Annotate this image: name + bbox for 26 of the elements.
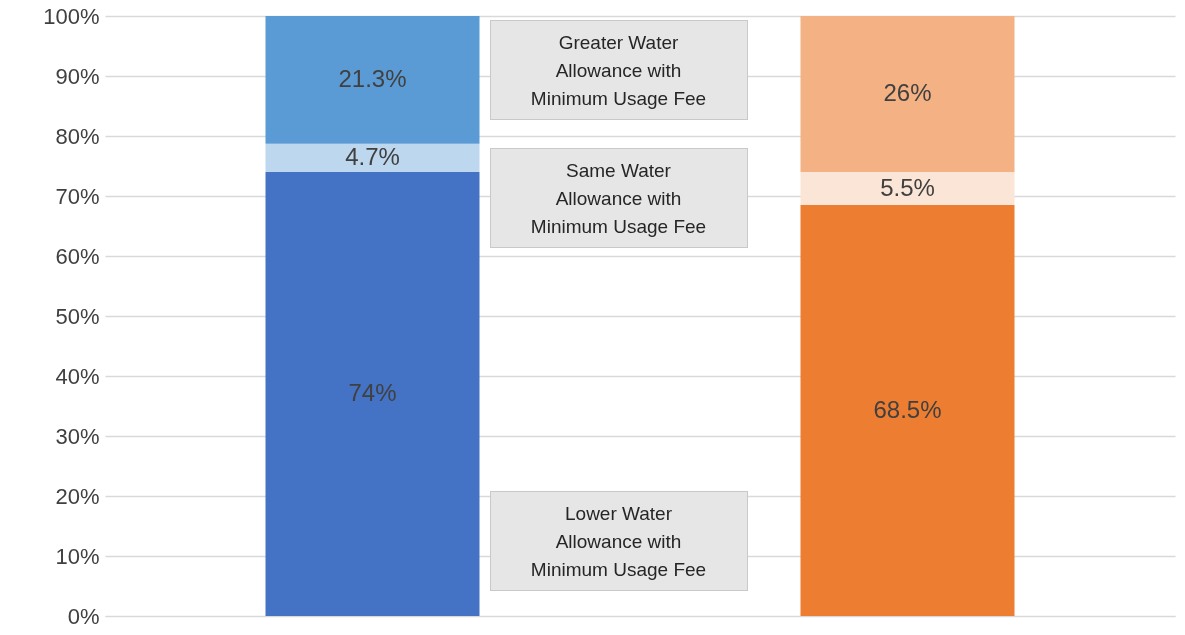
bar xyxy=(800,205,1015,616)
y-tick-label: 40% xyxy=(55,363,100,389)
data-label: 74% xyxy=(348,379,397,406)
bar xyxy=(265,172,480,616)
label-box: Same Water Allowance with Minimum Usage Fee xyxy=(489,147,748,248)
y-tick-label: 0% xyxy=(67,603,100,629)
data-label: 4.7% xyxy=(345,142,400,170)
y-tick-label: 90% xyxy=(55,63,100,89)
bar xyxy=(800,172,1015,205)
data-label: 5.5% xyxy=(880,173,935,201)
y-tick-label: 30% xyxy=(55,423,100,449)
bar xyxy=(800,16,1015,172)
data-label: 21.3% xyxy=(338,64,407,92)
y-tick-label: 10% xyxy=(55,543,100,569)
y-tick-label: 100% xyxy=(43,3,100,29)
label-box: Greater Water Allowance with Minimum Usage Fee xyxy=(489,20,748,120)
y-tick-label: 20% xyxy=(55,483,100,509)
y-tick-label: 50% xyxy=(55,303,100,329)
data-label: 68.5% xyxy=(873,395,942,423)
bar xyxy=(265,143,480,172)
bar xyxy=(265,16,480,144)
y-tick-label: 60% xyxy=(55,243,100,269)
y-tick-label: 70% xyxy=(55,183,100,209)
label-box: Lower Water Allowance with Minimum Usage Fee xyxy=(489,491,748,591)
y-tick-label: 80% xyxy=(55,123,100,149)
data-label: 26% xyxy=(883,79,932,106)
